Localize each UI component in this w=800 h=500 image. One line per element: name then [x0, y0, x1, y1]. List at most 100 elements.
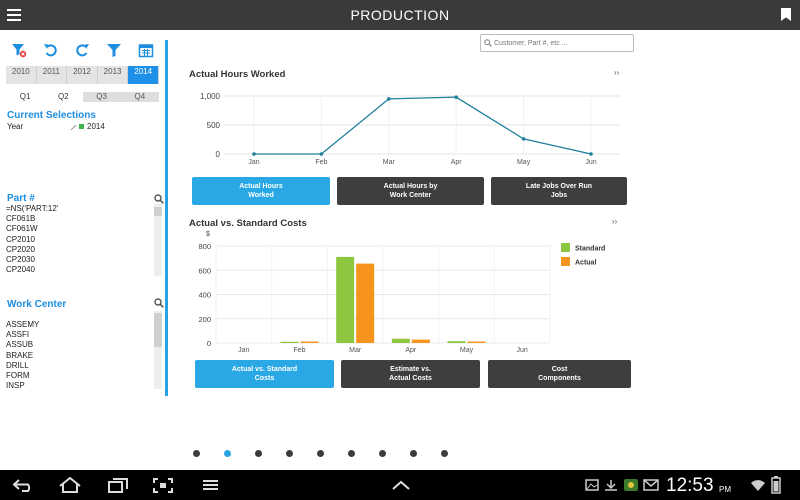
home-icon[interactable]	[58, 477, 82, 493]
list-item[interactable]: CF061B	[6, 214, 36, 224]
undo-icon[interactable]	[43, 42, 59, 58]
part-search-icon[interactable]	[154, 194, 164, 204]
year-2014[interactable]: 2014	[128, 66, 159, 84]
filter-icon[interactable]	[106, 42, 122, 58]
chart-title-costs: Actual vs. Standard Costs	[189, 218, 307, 229]
year-2012[interactable]: 2012	[67, 66, 98, 84]
selection-lock-icon[interactable]	[70, 123, 86, 131]
data-point	[589, 152, 593, 156]
app-notification-icon	[624, 479, 638, 491]
x-tick-label: Apr	[451, 159, 463, 166]
screenshot-icon[interactable]	[153, 478, 173, 493]
y-tick-label: 0	[216, 150, 221, 159]
chevron-up-icon[interactable]	[391, 480, 411, 490]
system-nav-bar: 12:53 PM	[0, 470, 800, 500]
list-item[interactable]: CP2040	[6, 265, 35, 275]
data-point	[521, 137, 526, 141]
wifi-icon	[751, 480, 765, 491]
legend-swatch-actual	[561, 257, 570, 266]
page-dot[interactable]	[379, 450, 386, 457]
list-item[interactable]: BRAKE	[6, 350, 34, 360]
line-chart: 0 500 1,000 Jan Feb Mar Apr May Jun	[200, 92, 620, 166]
y-tick-label: 200	[198, 315, 211, 324]
tab-actual-vs-standard[interactable]: Actual vs. Standard Costs	[195, 360, 334, 388]
year-2010[interactable]: 2010	[6, 66, 37, 84]
back-icon[interactable]	[13, 479, 35, 492]
x-tick-label: Jun	[517, 347, 528, 354]
tab-hours-by-work-center[interactable]: Actual Hours by Work Center	[337, 177, 484, 205]
list-item[interactable]: CP2010	[6, 234, 35, 244]
y-tick-label: 400	[198, 291, 211, 300]
list-item[interactable]: ASSFI	[6, 330, 30, 340]
tab-label: Estimate vs. Actual Costs	[389, 366, 432, 382]
data-point	[387, 97, 391, 101]
search-input[interactable]	[494, 37, 632, 50]
tab-actual-hours-worked[interactable]: Actual Hours Worked	[192, 177, 330, 205]
work-center-scroll-thumb[interactable]	[154, 313, 162, 347]
list-item[interactable]: CF061W	[6, 224, 38, 234]
part-list-title: Part #	[7, 193, 35, 204]
page-dot[interactable]	[255, 450, 262, 457]
recent-apps-icon[interactable]	[108, 478, 128, 493]
bar-standard-feb	[280, 341, 299, 343]
expand-chart-costs-button[interactable]: ››	[612, 217, 618, 226]
x-tick-label: Mar	[349, 347, 362, 354]
quarter-q1[interactable]: Q1	[19, 92, 31, 101]
data-point	[454, 95, 459, 99]
tab-late-jobs[interactable]: Late Jobs Over Run Jobs	[491, 177, 627, 205]
page-dot[interactable]	[441, 450, 448, 457]
list-item[interactable]: CP2020	[6, 244, 35, 254]
work-center-search-icon[interactable]	[154, 298, 164, 308]
part-list-scrollbar[interactable]	[154, 204, 162, 276]
bar-actual-apr	[411, 339, 430, 343]
list-item[interactable]: =NS('PART:12'	[6, 204, 59, 213]
page-dot[interactable]	[193, 450, 200, 457]
battery-icon	[771, 476, 781, 494]
page-dot[interactable]	[317, 450, 324, 457]
legend-label-actual: Actual	[575, 260, 596, 267]
clear-filter-icon[interactable]	[11, 42, 27, 58]
quarter-q2[interactable]: Q2	[58, 92, 69, 101]
quarter-q3[interactable]: Q3	[82, 92, 121, 102]
page-dot[interactable]	[348, 450, 355, 457]
data-point	[319, 152, 324, 156]
x-tick-label: Apr	[405, 347, 417, 354]
x-tick-label: May	[460, 347, 474, 354]
bookmark-icon[interactable]	[781, 8, 791, 21]
part-list-scroll-thumb[interactable]	[154, 207, 162, 216]
page-dot[interactable]	[286, 450, 293, 457]
list-item[interactable]: DRILL	[6, 360, 29, 370]
list-item[interactable]: ASSEMY	[6, 320, 40, 329]
year-2011[interactable]: 2011	[37, 66, 68, 84]
expand-chart-hours-button[interactable]: ››	[614, 68, 620, 77]
page-dot[interactable]	[224, 450, 231, 457]
y-tick-label: 1,000	[200, 92, 221, 101]
tab-label: Actual vs. Standard Costs	[231, 366, 298, 382]
y-tick-label: 800	[198, 242, 211, 251]
legend-swatch-standard	[561, 243, 570, 252]
mail-notification-icon	[643, 479, 659, 491]
list-item[interactable]: INSP	[6, 381, 25, 391]
work-center-scrollbar[interactable]	[154, 311, 162, 389]
filter-panel: 2010 2011 2012 2013 2014 Q1 Q2 Q3 Q4 Cur…	[0, 30, 168, 398]
calendar-icon[interactable]	[138, 42, 154, 58]
list-item[interactable]: FORM	[6, 371, 30, 381]
search-box	[480, 34, 634, 52]
year-2013[interactable]: 2013	[98, 66, 129, 84]
download-notification-icon	[605, 480, 617, 491]
list-item[interactable]: CP2030	[6, 255, 35, 265]
list-item[interactable]: ASSUB	[6, 340, 34, 350]
quarter-q4[interactable]: Q4	[120, 92, 159, 102]
x-tick-label: Jan	[238, 347, 249, 354]
menu-icon[interactable]	[7, 9, 21, 21]
tab-estimate-vs-actual[interactable]: Estimate vs. Actual Costs	[341, 360, 480, 388]
tab-cost-components[interactable]: Cost Components	[488, 360, 631, 388]
clock-time: 12:53	[666, 475, 714, 496]
panel-divider	[165, 40, 168, 396]
redo-icon[interactable]	[74, 42, 90, 58]
bar-standard-may	[447, 341, 466, 343]
app-header: PRODUCTION	[0, 0, 800, 30]
nav-menu-icon[interactable]	[202, 479, 219, 491]
quarter-selector: Q1 Q2 Q3 Q4	[6, 92, 159, 102]
page-dot[interactable]	[410, 450, 417, 457]
